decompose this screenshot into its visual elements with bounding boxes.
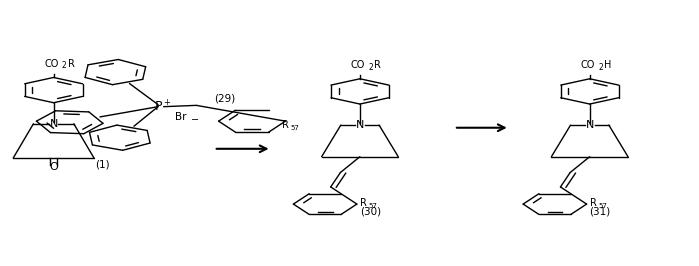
Text: P: P xyxy=(154,100,161,113)
Text: (31): (31) xyxy=(589,207,611,217)
Text: O: O xyxy=(49,162,58,172)
Text: 2: 2 xyxy=(598,63,603,72)
Text: (1): (1) xyxy=(95,160,110,170)
Text: 57: 57 xyxy=(368,203,377,209)
Text: CO: CO xyxy=(44,59,59,69)
Text: 57: 57 xyxy=(291,124,299,131)
Text: 57: 57 xyxy=(598,203,607,209)
Text: (30): (30) xyxy=(360,207,381,217)
Text: +: + xyxy=(164,98,171,107)
Text: Br: Br xyxy=(175,112,187,122)
Text: H: H xyxy=(604,60,611,70)
Text: (29): (29) xyxy=(214,94,235,104)
Text: N: N xyxy=(586,120,594,130)
Text: N: N xyxy=(356,120,364,130)
Text: R: R xyxy=(361,198,367,208)
Text: N: N xyxy=(50,119,58,129)
Text: R: R xyxy=(374,60,381,70)
Text: R: R xyxy=(68,59,74,69)
Text: 2: 2 xyxy=(368,63,373,72)
Text: CO: CO xyxy=(580,60,595,70)
Text: −: − xyxy=(192,115,200,125)
Text: CO: CO xyxy=(351,60,365,70)
Text: R: R xyxy=(282,120,289,130)
Text: 2: 2 xyxy=(62,61,66,70)
Text: R: R xyxy=(590,198,597,208)
